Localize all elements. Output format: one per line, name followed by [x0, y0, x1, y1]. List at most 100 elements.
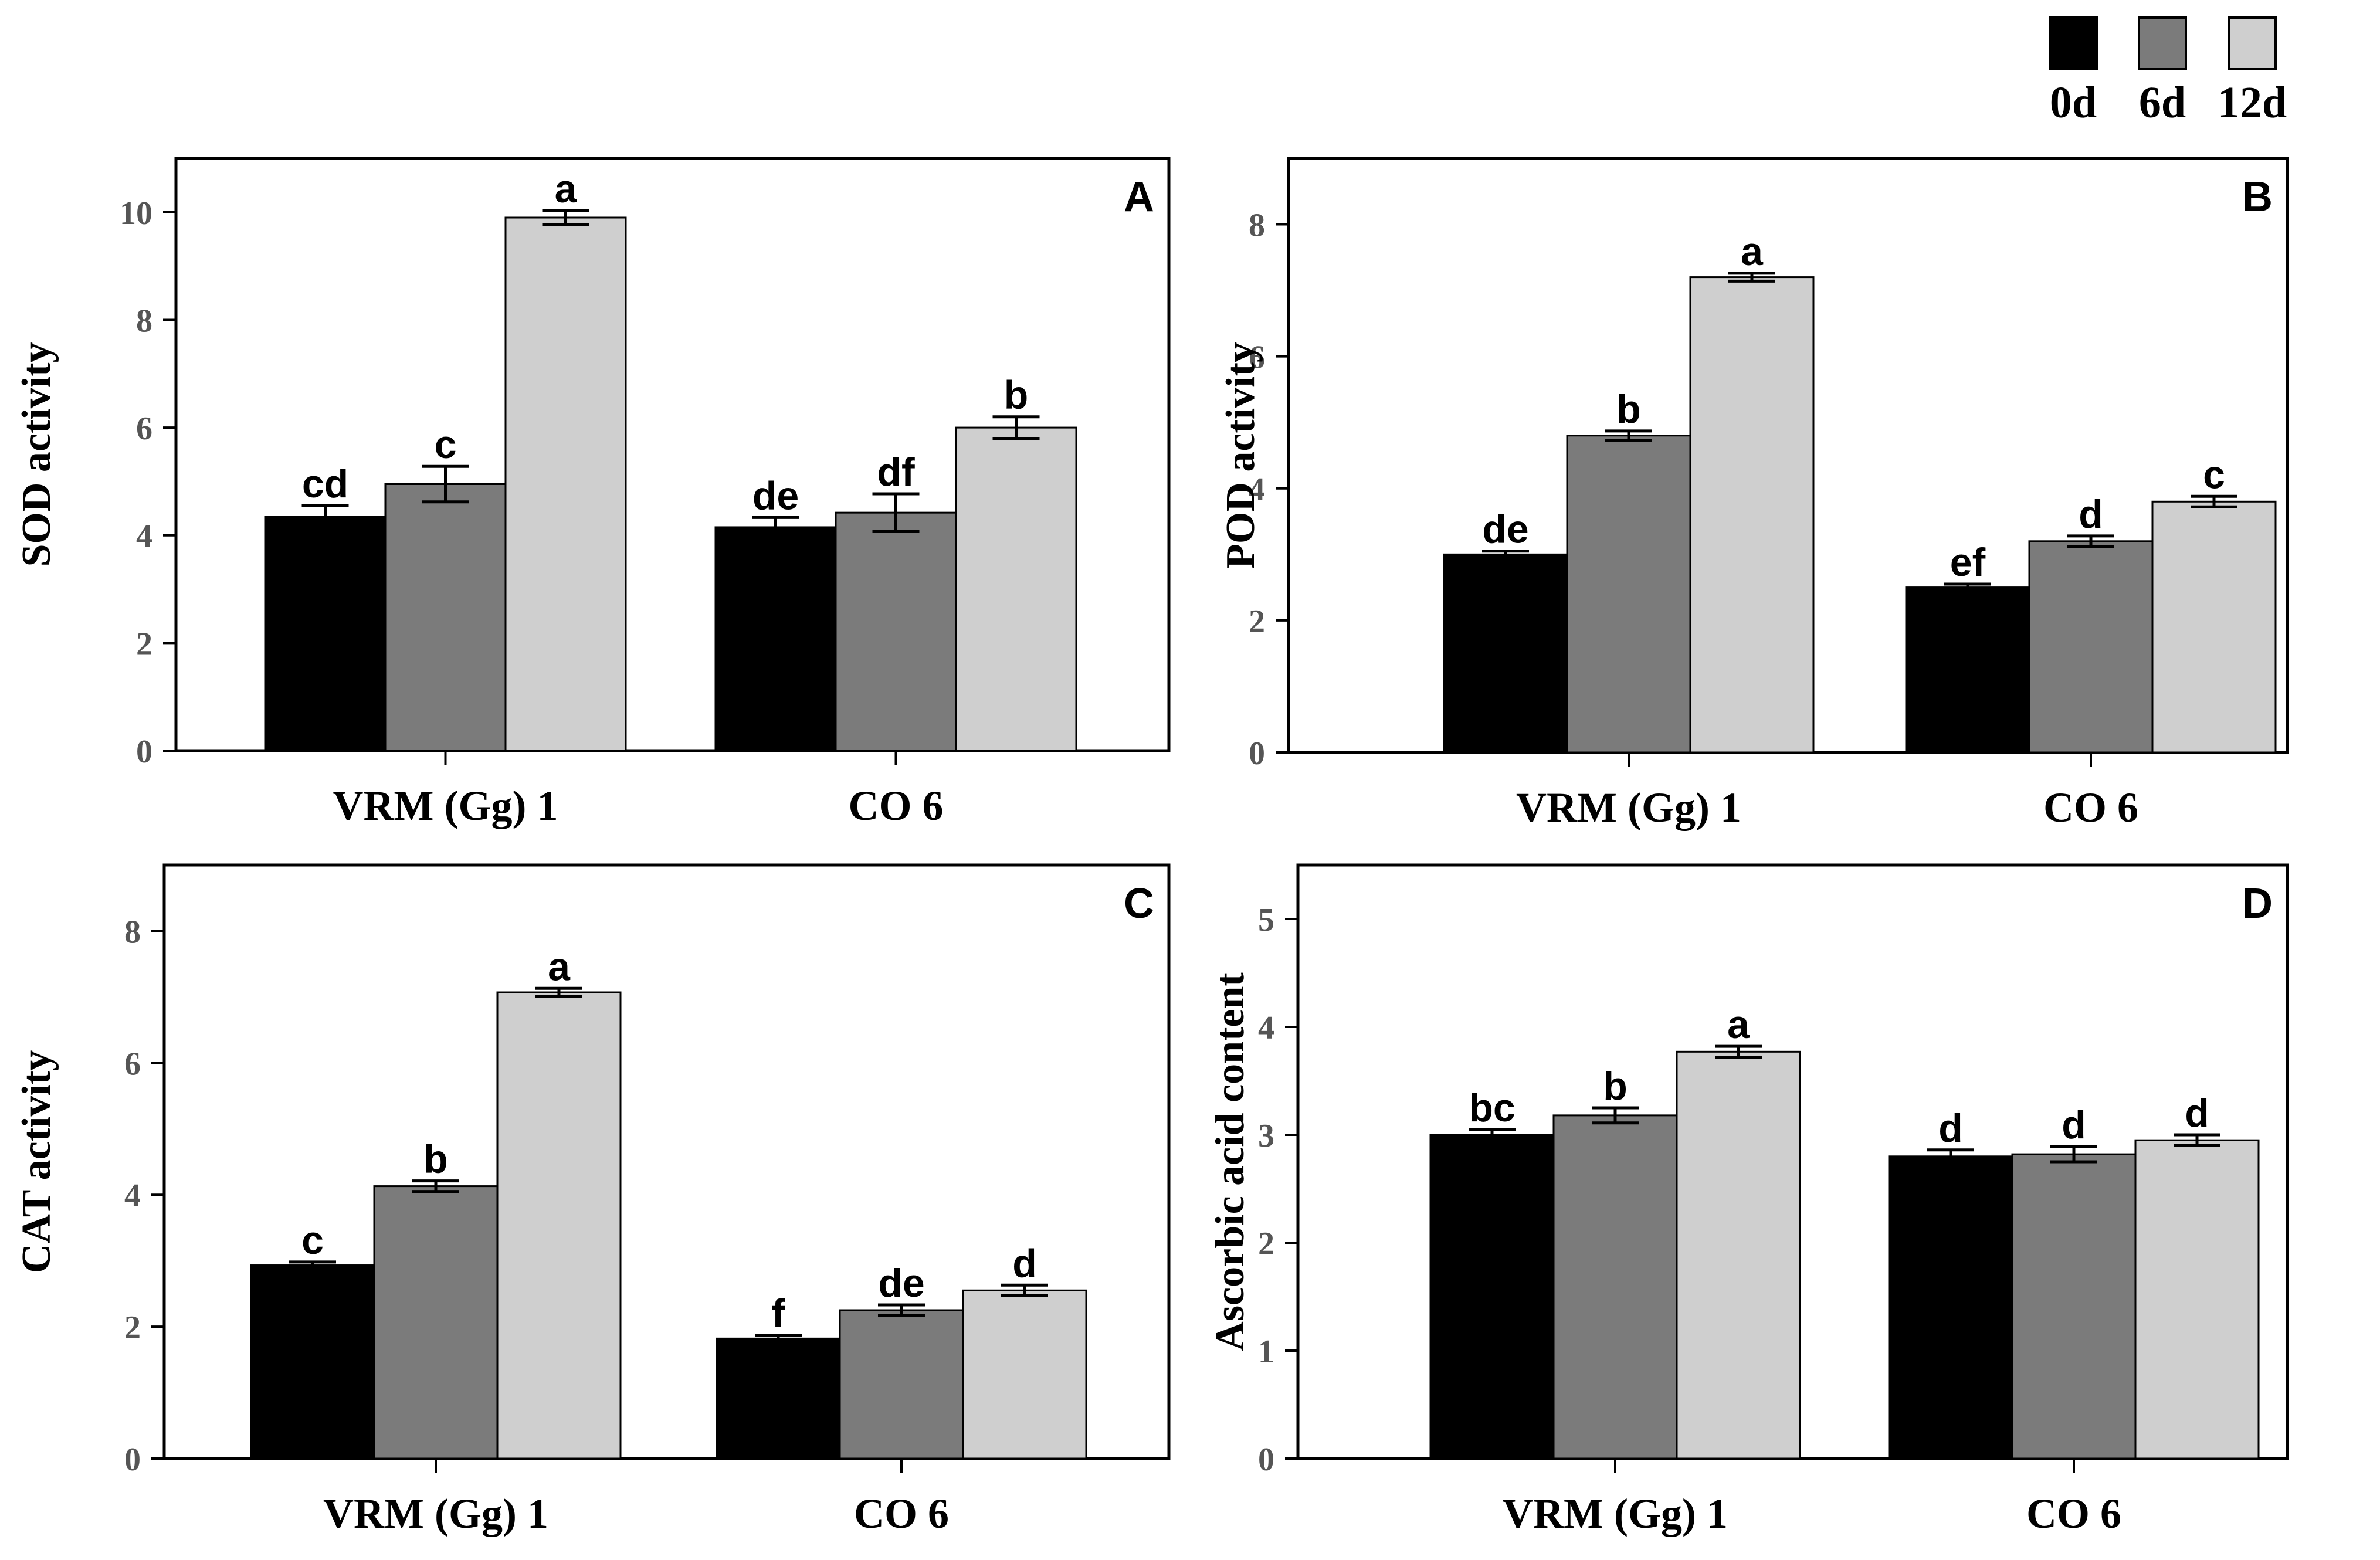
y-axis-label: POD activity — [1218, 342, 1263, 569]
bar-0d-1 — [716, 1337, 841, 1460]
legend: 0d 6d 12d — [2049, 16, 2287, 127]
plot-frame — [174, 157, 1171, 752]
significance-letter: ef — [1950, 540, 1986, 585]
bar-6d-1 — [2028, 540, 2154, 754]
panel-A: 0 2 4 6 8 10 VRM (Gg) 1 CO 6 SOD activity Acd de c d… — [14, 157, 1171, 829]
y-tick-label: 10 — [120, 195, 152, 232]
y-tick-label: 4 — [1249, 472, 1265, 508]
significance-letter: de — [878, 1261, 924, 1305]
significance-letter: a — [1741, 229, 1764, 274]
bar-6d-0 — [1566, 435, 1691, 754]
y-axis-label: Ascorbic acid content — [1208, 972, 1253, 1351]
y-tick-label: 0 — [136, 734, 152, 770]
bar-0d-1 — [1905, 586, 2030, 754]
significance-letter: df — [877, 450, 915, 494]
significance-letter: c — [301, 1218, 324, 1263]
bar-0d-0 — [1429, 1134, 1555, 1460]
significance-letter: d — [1938, 1106, 1963, 1151]
bar-12d-0 — [1689, 276, 1815, 754]
x-category-label: VRM (Gg) 1 — [323, 1490, 548, 1537]
bar-12d-0 — [496, 991, 622, 1460]
panel-B: 0 2 4 6 8 VRM (Gg) 1 CO 6 POD activity Bde ef b d a c — [1218, 157, 2289, 831]
bar-0d-0 — [250, 1264, 375, 1460]
bar-6d-1 — [835, 511, 957, 752]
significance-letter: d — [2062, 1103, 2086, 1147]
significance-letter: bc — [1469, 1086, 1515, 1130]
y-tick-label: 6 — [136, 411, 152, 447]
significance-letter: b — [1616, 387, 1641, 432]
y-tick-label: 5 — [1258, 902, 1274, 938]
x-category-label: VRM (Gg) 1 — [1503, 1490, 1728, 1537]
bar-6d-0 — [373, 1185, 499, 1460]
significance-letter: b — [1004, 373, 1029, 418]
y-tick-label: 0 — [124, 1442, 141, 1478]
significance-letter: b — [1603, 1064, 1628, 1108]
legend-label-0d: 0d — [2050, 78, 2097, 127]
y-tick-label: 6 — [124, 1046, 141, 1082]
y-axis-label: CAT activity — [14, 1050, 59, 1273]
bar-12d-1 — [2151, 500, 2277, 754]
y-tick-label: 8 — [136, 303, 152, 339]
significance-letter: c — [2203, 452, 2225, 497]
significance-letter: a — [1727, 1002, 1750, 1047]
y-tick-label: 8 — [124, 914, 141, 950]
significance-letter: d — [2185, 1091, 2209, 1135]
panel-letter: C — [1124, 880, 1154, 927]
legend-swatch-6d — [2138, 16, 2187, 70]
bar-12d-1 — [955, 426, 1077, 752]
bar-12d-0 — [1676, 1050, 1801, 1460]
bar-12d-1 — [2134, 1139, 2260, 1460]
panel-letter: B — [2242, 174, 2273, 221]
bar-12d-1 — [962, 1289, 1087, 1460]
significance-letter: a — [548, 944, 571, 989]
significance-letter: de — [1482, 507, 1528, 552]
bar-0d-0 — [1443, 553, 1568, 754]
y-tick-label: 8 — [1249, 208, 1265, 244]
bar-6d-0 — [1552, 1114, 1678, 1460]
panel-C: 0 2 4 6 8 VRM (Gg) 1 CO 6 CAT activity Cc f b de a d — [14, 863, 1171, 1537]
bar-6d-1 — [2011, 1153, 2137, 1460]
y-tick-label: 0 — [1258, 1442, 1274, 1478]
legend-swatch-0d — [2049, 16, 2098, 70]
y-tick-label: 3 — [1258, 1118, 1274, 1154]
y-tick-label: 2 — [1258, 1226, 1274, 1262]
significance-letter: f — [772, 1291, 785, 1336]
significance-letter: d — [2079, 492, 2103, 537]
y-tick-label: 6 — [1249, 340, 1265, 376]
panel-letter: A — [1124, 174, 1154, 221]
y-tick-label: 4 — [136, 518, 152, 555]
bar-6d-0 — [384, 483, 507, 752]
y-tick-label: 4 — [1258, 1010, 1274, 1046]
bar-0d-0 — [264, 516, 387, 752]
panel-D: 0 1 2 3 4 5 VRM (Gg) 1 CO 6 Ascorbic acid conten… — [1208, 863, 2289, 1537]
x-category-label: CO 6 — [2043, 784, 2138, 831]
significance-letter: de — [752, 473, 799, 518]
y-axis-label: SOD activity — [14, 342, 59, 567]
significance-letter: cd — [302, 462, 348, 506]
x-category-label: VRM (Gg) 1 — [1516, 784, 1741, 831]
y-tick-label: 4 — [124, 1178, 141, 1214]
panel-letter: D — [2242, 880, 2273, 927]
significance-letter: c — [435, 422, 457, 467]
y-tick-label: 2 — [136, 626, 152, 662]
y-tick-label: 2 — [124, 1310, 141, 1346]
y-tick-label: 1 — [1258, 1334, 1274, 1370]
legend-label-12d: 12d — [2218, 78, 2287, 127]
bar-0d-1 — [1888, 1155, 2013, 1460]
bar-0d-1 — [714, 526, 837, 752]
significance-letter: a — [555, 167, 578, 211]
legend-swatch-12d — [2228, 16, 2277, 70]
legend-label-6d: 6d — [2139, 78, 2186, 127]
x-category-label: CO 6 — [849, 782, 944, 829]
x-category-label: CO 6 — [2026, 1490, 2121, 1537]
y-tick-label: 2 — [1249, 603, 1265, 640]
significance-letter: b — [423, 1137, 448, 1182]
x-category-label: CO 6 — [854, 1490, 949, 1537]
y-tick-label: 0 — [1249, 735, 1265, 772]
significance-letter: d — [1012, 1241, 1037, 1286]
plot-frame — [162, 863, 1171, 1460]
bar-6d-1 — [839, 1309, 964, 1460]
bar-12d-0 — [504, 216, 627, 752]
